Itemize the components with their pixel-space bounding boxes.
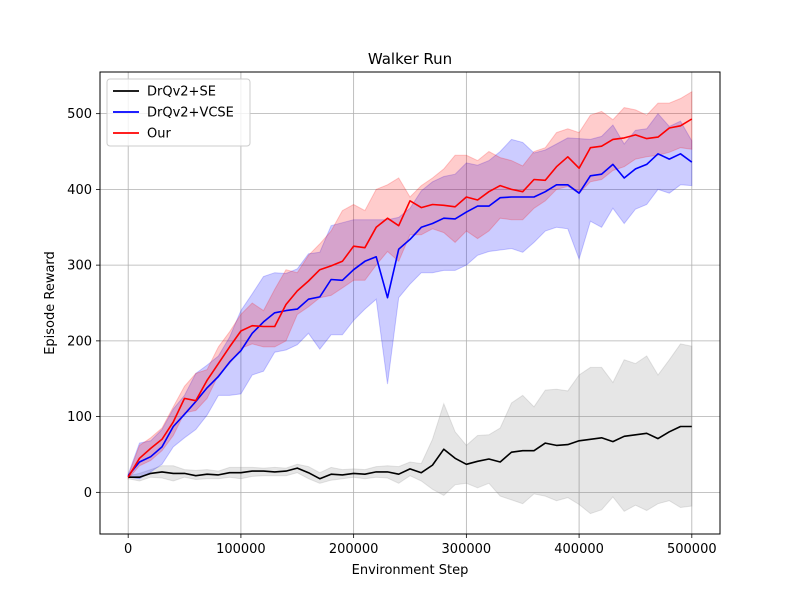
x-tick-label: 300000 xyxy=(442,542,492,557)
line-drqv2-vcse xyxy=(127,153,693,477)
legend-label-drqv2-se: DrQv2+SE xyxy=(147,85,216,100)
legend: DrQv2+SE DrQv2+VCSE Our xyxy=(106,78,251,147)
x-tick-label: 100000 xyxy=(216,542,266,557)
legend-box xyxy=(106,78,251,147)
y-tick-label: 0 xyxy=(84,486,92,501)
plot-frame xyxy=(99,71,721,535)
line-drqv2-se xyxy=(128,425,692,480)
x-tick-label: 0 xyxy=(124,542,132,557)
x-tick-label: 400000 xyxy=(554,542,604,557)
y-tick-label: 400 xyxy=(67,183,92,198)
x-tick-label: 500000 xyxy=(667,542,717,557)
y-tick-label: 200 xyxy=(67,334,92,349)
x-axis-label: Environment Step xyxy=(352,563,469,578)
legend-label-drqv2-vcse: DrQv2+VCSE xyxy=(147,106,234,121)
band-drqv2-vcse xyxy=(127,112,693,480)
grid xyxy=(100,72,720,534)
chart-title: Walker Run xyxy=(368,50,452,68)
series-lines xyxy=(127,118,693,480)
legend-label-our: Our xyxy=(147,127,171,142)
y-tick-label: 500 xyxy=(67,107,92,122)
line-our xyxy=(127,118,693,478)
x-tick-label: 200000 xyxy=(329,542,379,557)
y-axis-label: Episode Reward xyxy=(43,251,58,355)
y-tick-label: 300 xyxy=(67,259,92,274)
y-axis-ticks: 0 100 200 300 400 500 xyxy=(67,107,100,501)
x-axis-ticks: 0 100000 200000 300000 400000 500000 xyxy=(124,534,717,557)
y-tick-label: 100 xyxy=(67,410,92,425)
